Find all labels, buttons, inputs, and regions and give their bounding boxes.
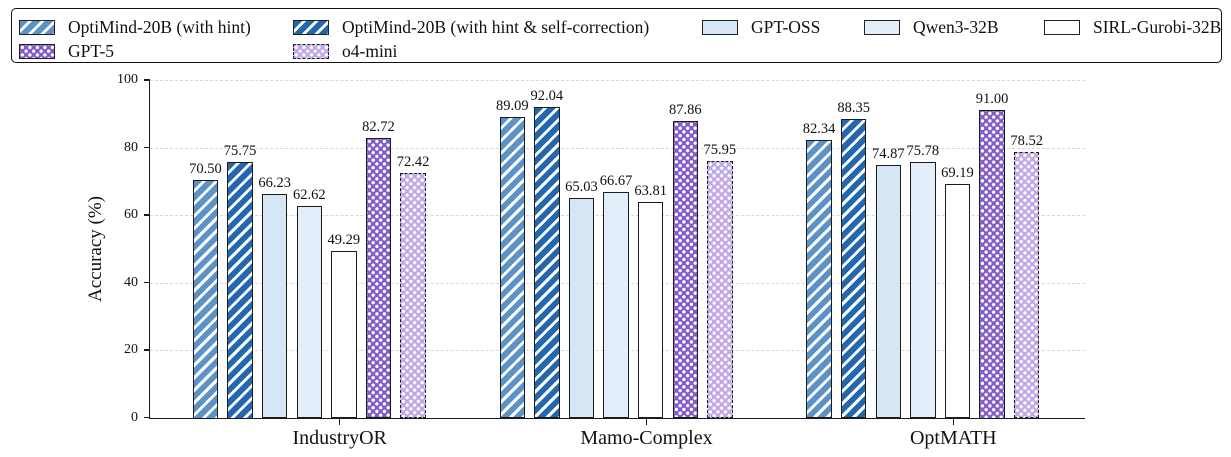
bar-value-label: 62.62 (292, 187, 326, 204)
x-tick (645, 419, 648, 425)
bar-value-label: 82.72 (362, 119, 395, 136)
y-tick (144, 281, 150, 284)
x-category-label: IndustryOR (292, 426, 387, 449)
y-tick (144, 79, 150, 81)
y-tick (144, 349, 150, 351)
bar-s4-mamo-complex (637, 202, 664, 419)
bar-value-label: 72.42 (396, 154, 430, 171)
bar-value-label: 74.87 (871, 145, 905, 162)
gridline (150, 147, 1085, 149)
x-category-label: Mamo-Complex (580, 426, 713, 449)
y-axis-line (148, 80, 150, 419)
bar-s1-optmath (840, 119, 867, 419)
bar-value-label: 69.19 (941, 164, 974, 181)
legend-swatch-dots (19, 43, 55, 59)
legend-entry-optimind-hint: OptiMind-20B (with hint) (19, 14, 251, 40)
legend-entry-sirl-gurobi-32b: SIRL-Gurobi-32B (1044, 14, 1221, 40)
bar-value-label: 49.29 (327, 232, 361, 249)
legend-label: OptiMind-20B (with hint & self-correctio… (342, 17, 650, 37)
bar-value-label: 66.23 (258, 174, 291, 191)
legend: OptiMind-20B (with hint) OptiMind-20B (w… (11, 8, 1222, 63)
legend-entry-gpt-5: GPT-5 (19, 38, 114, 64)
y-axis-title: Accuracy (%) (85, 196, 106, 303)
bar-value-label: 75.95 (703, 142, 737, 159)
bar-s6-optmath (1013, 152, 1040, 419)
bar-value-label: 87.86 (668, 101, 702, 118)
legend-label: GPT-5 (68, 41, 115, 61)
y-tick-label: 20 (124, 342, 138, 357)
gridline (150, 80, 1085, 81)
bar-value-label: 65.03 (565, 179, 598, 196)
y-tick-label: 40 (124, 274, 138, 290)
bar-s1-industryor (227, 161, 253, 419)
bar-s2-mamo-complex (568, 198, 595, 419)
bar-s6-industryor (400, 173, 426, 419)
x-tick (339, 419, 341, 425)
legend-label: GPT-OSS (751, 17, 821, 37)
bar-s5-optmath (979, 110, 1005, 419)
bar-s4-optmath (944, 183, 971, 419)
legend-swatch-solid (1044, 19, 1080, 35)
legend-swatch-dots (293, 43, 329, 59)
y-tick (144, 146, 150, 149)
x-category-label: OptMATH (909, 426, 997, 449)
legend-entry-o4-mini: o4-mini (293, 38, 397, 64)
bar-value-label: 89.09 (495, 97, 529, 114)
bar-s4-industryor (331, 251, 357, 419)
legend-entry-qwen3-32b: Qwen3-32B (864, 14, 999, 40)
legend-label: OptiMind-20B (with hint) (68, 17, 251, 37)
legend-label: Qwen3-32B (913, 17, 999, 37)
bar-s3-mamo-complex (603, 192, 629, 419)
legend-entry-gpt-oss: GPT-OSS (702, 14, 820, 40)
bar-value-label: 75.75 (223, 142, 257, 159)
bar-value-label: 82.34 (802, 120, 836, 137)
bar-value-label: 91.00 (975, 91, 1009, 108)
legend-entry-optimind-hint-self-correction: OptiMind-20B (with hint & self-correctio… (293, 14, 649, 40)
y-tick (144, 214, 150, 216)
legend-swatch-diagonal-hatch (19, 19, 55, 35)
y-tick-label: 60 (124, 207, 138, 222)
legend-label: SIRL-Gurobi-32B (1093, 17, 1222, 37)
bar-s1-mamo-complex (534, 106, 560, 419)
bar-value-label: 66.67 (599, 173, 633, 190)
y-tick-label: 100 (117, 72, 138, 87)
bar-value-label: 78.52 (1010, 133, 1043, 150)
bar-s2-industryor (261, 193, 288, 419)
bar-s0-mamo-complex (499, 116, 525, 419)
bar-value-label: 88.35 (837, 100, 870, 117)
bar-value-label: 75.78 (906, 142, 940, 159)
bar-s5-mamo-complex (672, 120, 698, 419)
legend-swatch-solid (864, 19, 900, 35)
bar-s3-optmath (910, 161, 936, 419)
bar-s6-mamo-complex (707, 161, 733, 419)
bar-s0-industryor (192, 179, 219, 419)
bar-value-label: 92.04 (530, 87, 564, 104)
legend-label: o4-mini (342, 41, 398, 61)
legend-swatch-solid (702, 19, 738, 35)
y-tick-label: 0 (131, 409, 138, 425)
x-tick (952, 419, 954, 425)
legend-swatch-diagonal-hatch (293, 19, 329, 35)
bar-value-label: 70.50 (189, 160, 222, 177)
y-tick (144, 416, 150, 419)
bar-value-label: 63.81 (634, 183, 667, 200)
y-tick-label: 80 (124, 139, 138, 155)
bar-s3-industryor (296, 206, 322, 419)
bar-s2-optmath (875, 164, 901, 419)
bar-s0-optmath (806, 139, 832, 419)
bar-s5-industryor (365, 138, 392, 419)
